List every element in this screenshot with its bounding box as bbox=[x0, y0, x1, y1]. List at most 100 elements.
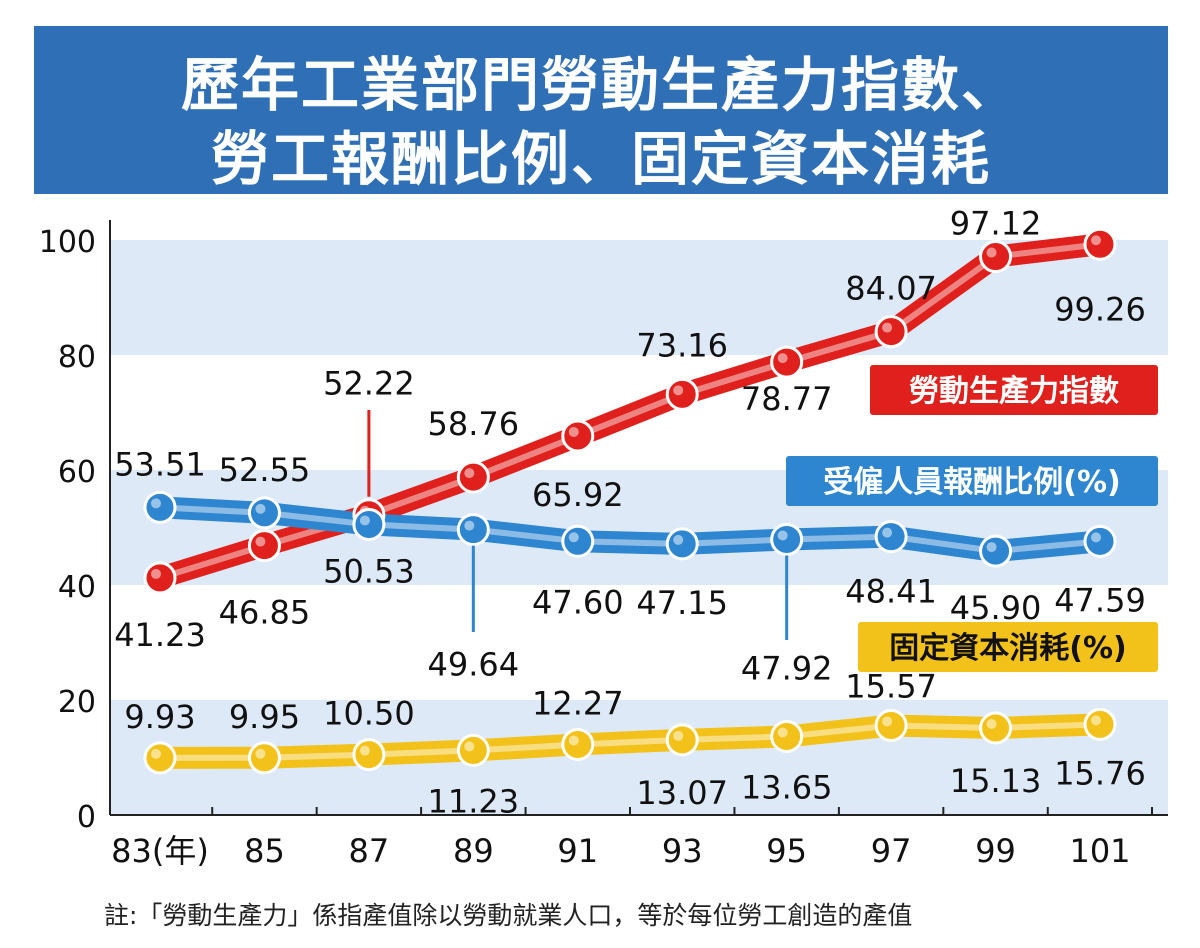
title-bar: 歷年工業部門勞動生產力指數、 勞工報酬比例、固定資本消耗 bbox=[34, 26, 1168, 194]
data-label: 15.13 bbox=[950, 762, 1042, 800]
data-label: 97.12 bbox=[950, 205, 1042, 243]
data-point bbox=[1083, 524, 1117, 558]
y-tick-label: 40 bbox=[58, 570, 96, 605]
data-label: 10.50 bbox=[323, 695, 415, 733]
data-point bbox=[456, 513, 490, 547]
x-tick-label: 85 bbox=[244, 832, 285, 870]
data-point-shine bbox=[882, 716, 893, 727]
data-point-shine bbox=[777, 353, 788, 364]
footnote: 註:「勞動生產力」係指產值除以勞動就業人口，等於每位勞工創造的產值 bbox=[104, 901, 913, 930]
data-point-shine bbox=[255, 503, 266, 514]
data-point bbox=[143, 561, 177, 595]
data-label: 84.07 bbox=[845, 270, 937, 308]
data-point bbox=[352, 507, 386, 541]
series-name-label: 受僱人員報酬比例(%) bbox=[823, 465, 1120, 500]
data-point-shine bbox=[568, 532, 579, 543]
series-line-highlight bbox=[159, 504, 1101, 555]
x-tick-label: 97 bbox=[871, 832, 912, 870]
data-label: 47.92 bbox=[741, 649, 833, 687]
data-label: 15.57 bbox=[845, 667, 937, 705]
data-point bbox=[665, 377, 699, 411]
data-point-shine bbox=[568, 735, 579, 746]
data-point bbox=[352, 738, 386, 772]
data-point bbox=[770, 720, 804, 754]
data-label: 11.23 bbox=[428, 782, 520, 820]
x-tick-label: 87 bbox=[349, 832, 390, 870]
x-tick-label: 93 bbox=[662, 832, 703, 870]
data-point-shine bbox=[464, 741, 475, 752]
data-point-shine bbox=[464, 520, 475, 531]
data-point-shine bbox=[1091, 715, 1101, 726]
data-label: 73.16 bbox=[636, 326, 728, 364]
data-label: 9.93 bbox=[124, 698, 195, 736]
data-point bbox=[561, 727, 595, 761]
data-label: 52.55 bbox=[219, 451, 311, 489]
data-label: 47.60 bbox=[532, 583, 624, 621]
y-tick-label: 20 bbox=[58, 685, 96, 720]
data-label: 48.41 bbox=[845, 573, 937, 611]
data-point-shine bbox=[986, 247, 997, 258]
data-point bbox=[456, 460, 490, 494]
data-label: 15.76 bbox=[1054, 754, 1146, 792]
data-point-shine bbox=[986, 719, 997, 730]
data-point-shine bbox=[882, 322, 893, 333]
x-tick-label: 89 bbox=[453, 832, 494, 870]
data-point-shine bbox=[255, 748, 266, 759]
data-label: 50.53 bbox=[323, 552, 415, 590]
data-label: 12.27 bbox=[532, 684, 624, 722]
data-point-shine bbox=[359, 745, 370, 756]
data-label: 41.23 bbox=[114, 616, 206, 654]
data-label: 49.64 bbox=[428, 646, 520, 684]
data-label: 52.22 bbox=[323, 365, 415, 403]
data-point bbox=[979, 711, 1013, 745]
data-label: 99.26 bbox=[1054, 290, 1146, 328]
data-point-shine bbox=[673, 730, 684, 741]
data-point-shine bbox=[568, 426, 579, 437]
data-point bbox=[247, 741, 281, 775]
y-tick-label: 60 bbox=[58, 455, 96, 490]
data-label: 13.65 bbox=[741, 769, 833, 807]
data-point bbox=[247, 529, 281, 563]
data-point-shine bbox=[255, 536, 266, 547]
data-point bbox=[143, 741, 177, 775]
data-point bbox=[979, 534, 1013, 568]
data-label: 13.07 bbox=[636, 774, 728, 812]
data-point-shine bbox=[777, 530, 788, 541]
data-point-shine bbox=[464, 468, 475, 479]
data-point-shine bbox=[1091, 532, 1101, 543]
data-point bbox=[770, 345, 804, 379]
data-point-shine bbox=[673, 385, 684, 396]
series-name-label: 固定資本消耗(%) bbox=[889, 631, 1126, 666]
y-tick-label: 0 bbox=[77, 800, 96, 835]
data-label: 46.85 bbox=[219, 594, 311, 632]
series-line-highlight bbox=[159, 721, 1101, 761]
x-tick-label: 91 bbox=[557, 832, 598, 870]
series-name-tag bbox=[786, 456, 1158, 506]
data-point-shine bbox=[359, 515, 370, 526]
data-point bbox=[770, 522, 804, 556]
data-point-shine bbox=[673, 534, 684, 545]
chart-title-line-1: 歷年工業部門勞動生產力指數、 bbox=[180, 51, 1021, 119]
series-line-highlight bbox=[159, 241, 1101, 581]
data-label: 47.15 bbox=[636, 584, 728, 622]
data-label: 53.51 bbox=[114, 445, 206, 483]
data-label: 45.90 bbox=[950, 589, 1042, 627]
series-name-tag bbox=[858, 622, 1158, 672]
x-tick-label: 101 bbox=[1069, 832, 1130, 870]
data-point bbox=[874, 520, 908, 554]
x-tick-label: 95 bbox=[766, 832, 807, 870]
data-point bbox=[456, 733, 490, 767]
series-name-label: 勞動生產力指數 bbox=[909, 374, 1119, 409]
series-line bbox=[149, 233, 1111, 589]
data-point bbox=[1083, 227, 1117, 261]
data-point-shine bbox=[151, 498, 161, 509]
data-point-shine bbox=[882, 527, 893, 538]
data-label: 9.95 bbox=[229, 698, 300, 736]
chart-title-line-2: 勞工報酬比例、固定資本消耗 bbox=[210, 125, 991, 193]
data-label: 58.76 bbox=[428, 405, 520, 443]
data-point bbox=[665, 723, 699, 757]
data-point-shine bbox=[151, 568, 161, 579]
x-tick-label: 83(年) bbox=[111, 832, 209, 870]
series-line bbox=[149, 496, 1111, 563]
